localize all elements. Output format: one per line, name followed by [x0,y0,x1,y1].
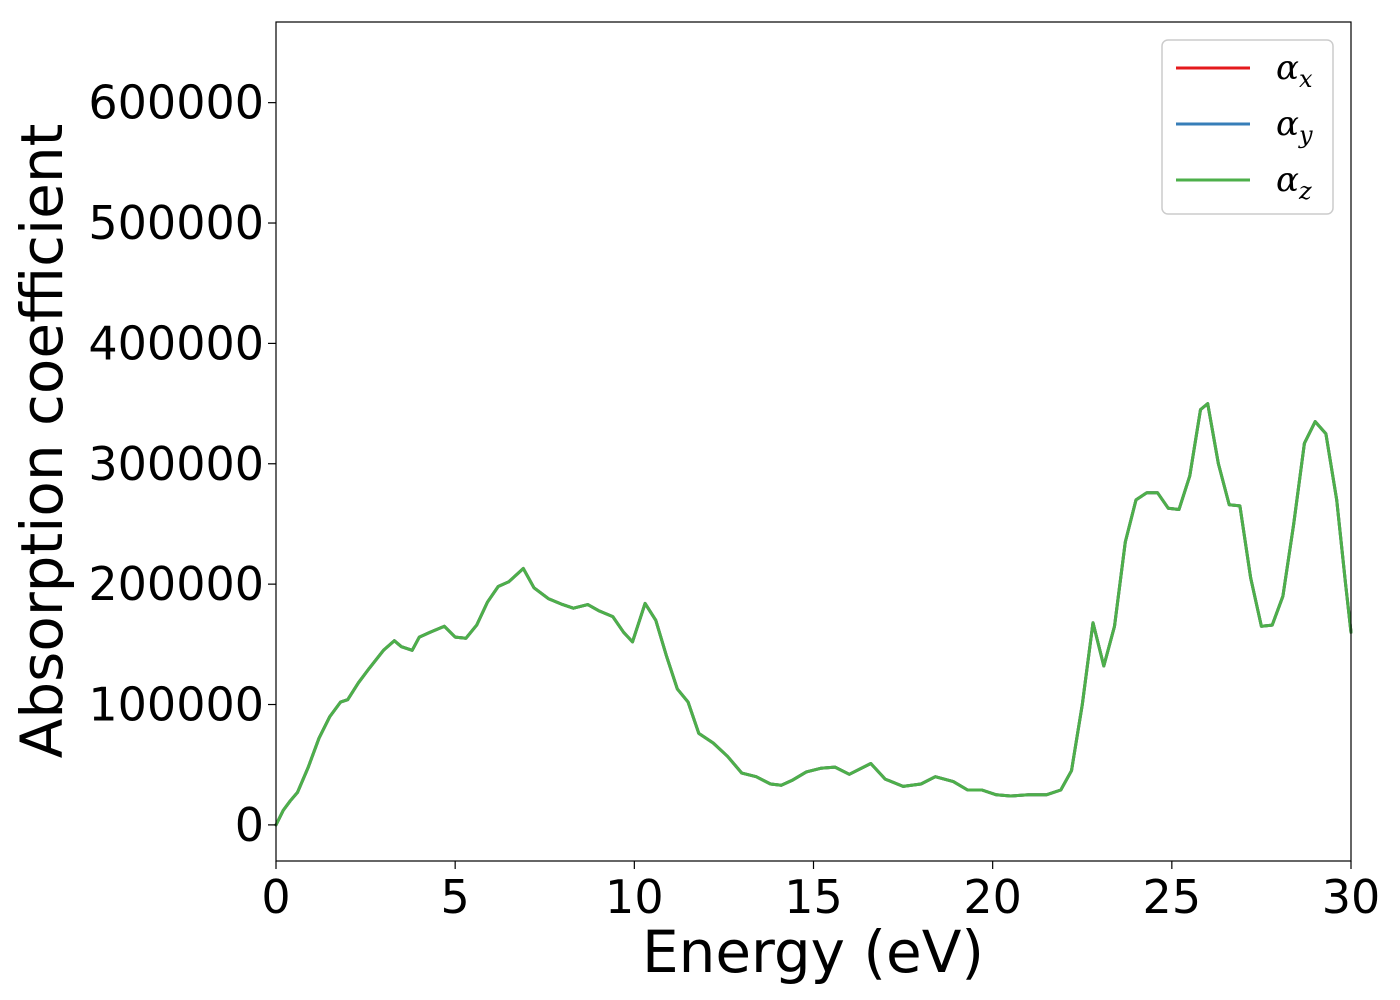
y-tick-label: 100000 [88,678,264,732]
plot-layer [274,402,1353,827]
legend-box [1161,39,1334,215]
y-tick-label: 600000 [88,76,264,130]
x-tick-label: 15 [784,870,843,924]
y-tick-label: 0 [235,798,264,852]
series-line-z [274,402,1353,827]
x-tick-label: 25 [1143,870,1202,924]
y-tick-label: 400000 [88,316,264,370]
x-tick-label: 5 [441,870,470,924]
y-axis-title: Absorption coefficient [8,124,76,759]
x-tick-label: 10 [605,870,664,924]
y-tick-label: 500000 [88,196,264,250]
x-axis-title: Energy (eV) [642,918,984,986]
y-axis-ticks: 0 100000 200000 300000 400000 500000 600000 [88,76,276,852]
x-tick-label: 20 [963,870,1022,924]
x-tick-label: 30 [1322,870,1381,924]
x-axis-ticks: 0 5 10 15 20 25 30 [261,861,1380,924]
x-tick-label: 0 [261,870,290,924]
y-tick-label: 300000 [88,437,264,491]
y-tick-label: 200000 [88,557,264,611]
